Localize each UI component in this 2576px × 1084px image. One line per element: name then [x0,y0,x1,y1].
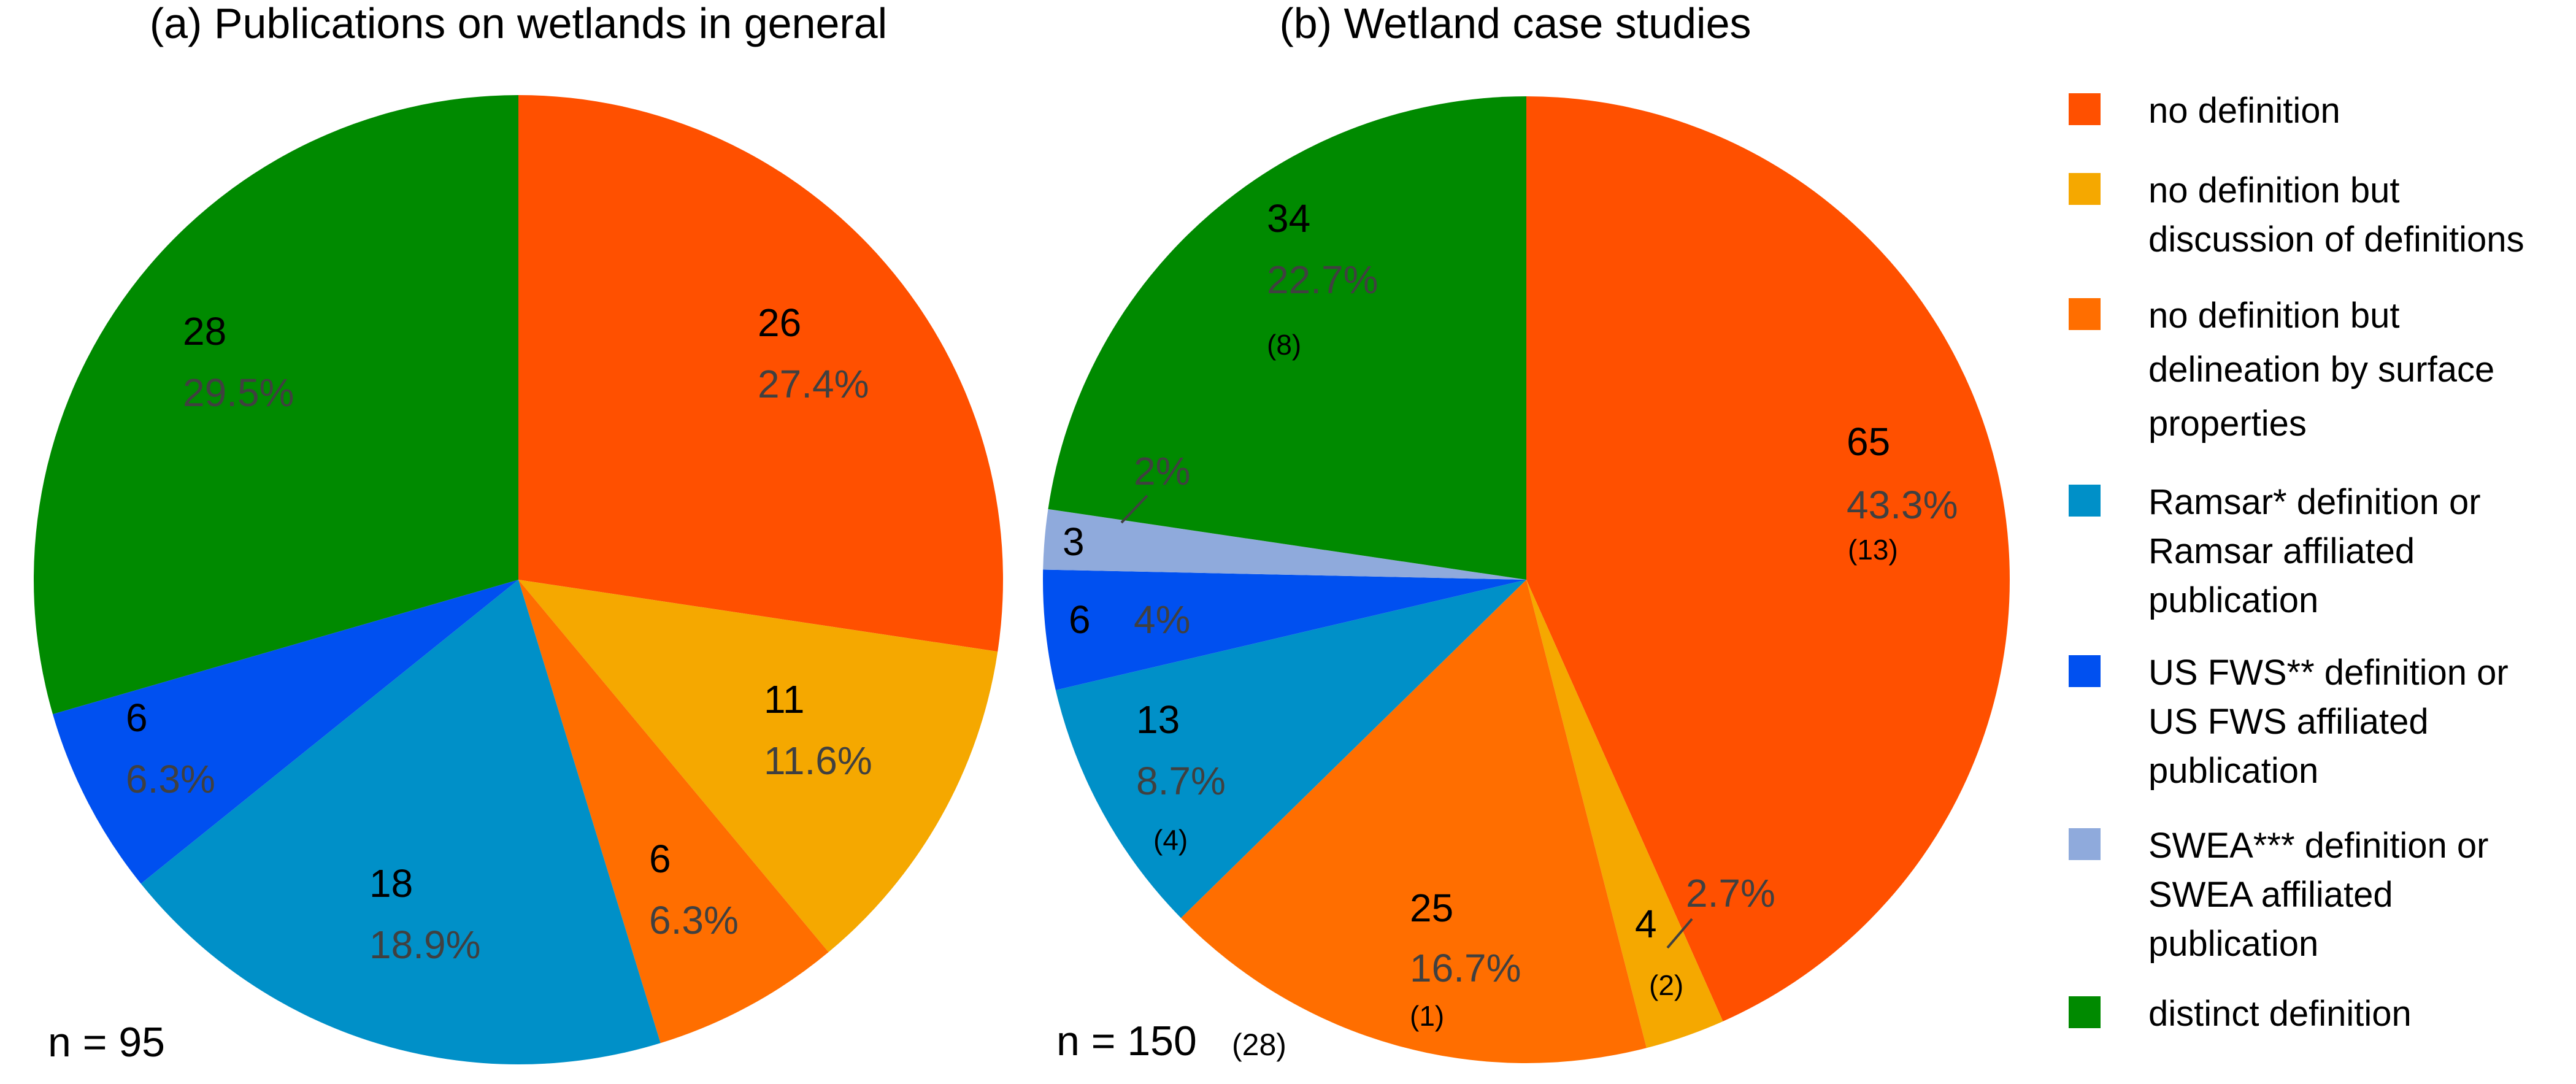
slice-b-usfws-pct: 4% [1134,598,1191,642]
legend-label-ramsar-line1: Ramsar* definition or [2148,482,2481,522]
legend-label-swea-line2: SWEA affiliated [2148,875,2393,915]
slice-b-no-definition-count: 65 [1847,420,1890,464]
legend-label-discussion-line1: no definition but [2148,171,2400,210]
slice-b-swea-pct: 2% [1134,449,1191,493]
legend-label-delineation-line2: delineation by surface [2148,350,2494,390]
slice-b-usfws-count: 6 [1069,598,1091,642]
legend-label-swea-line1: SWEA*** definition or [2148,826,2488,866]
slice-b-discussion-count: 4 [1635,902,1657,946]
legend-label-usfws-line3: publication [2148,751,2318,791]
legend-label-ramsar-line3: publication [2148,580,2318,620]
slice-a-discussion-pct: 11.6% [764,739,872,783]
legend-label-delineation-line3: properties [2148,404,2307,444]
slice-b-discussion-leader-line [1666,918,1693,949]
legend-label-distinct: distinct definition [2148,994,2412,1034]
legend-swatch-swea [2069,828,2101,860]
legend-label-usfws-line1: US FWS** definition or [2148,653,2509,693]
legend-label-discussion-line2: discussion of definitions [2148,220,2524,259]
slice-a-no-definition-count: 26 [758,301,801,345]
legend-label-ramsar-line2: Ramsar affiliated [2148,531,2415,571]
chart-b-n-sub: (28) [1232,1028,1286,1062]
slice-b-swea-leader-line [1120,494,1148,524]
slice-b-delineation-count: 25 [1410,886,1453,930]
legend-swatch-delineation [2069,298,2101,330]
slice-b-discussion-pct: 2.7% [1686,871,1775,915]
pie-a-slice-no-def-discussion [518,580,998,953]
slice-b-discussion-sub: (2) [1649,969,1683,1001]
chart-a-n-label: n = 95 [48,1019,165,1066]
slice-b-ramsar-pct: 8.7% [1136,759,1226,803]
pie-b-slice-distinct [1048,96,1526,580]
slice-a-discussion-count: 11 [764,677,804,721]
pie-chart-a [33,95,1004,1065]
slice-b-delineation-pct: 16.7% [1410,946,1521,990]
pie-b-slice-ramsar [1055,580,1526,918]
pie-b-slice-usfws [1042,569,1526,690]
slice-a-delineation-count: 6 [649,837,671,881]
legend-label-swea-line3: publication [2148,924,2318,964]
slice-a-no-definition-pct: 27.4% [758,362,869,406]
slice-b-distinct-sub: (8) [1267,329,1301,361]
legend-swatch-usfws [2069,655,2101,687]
legend-label-no-definition: no definition [2148,91,2340,131]
chart-b-title: (b) Wetland case studies [1279,0,1751,47]
legend: no definition no definition but discussi… [2069,91,2524,1034]
legend-swatch-no-definition [2069,93,2101,125]
slice-a-usfws-count: 6 [126,696,148,740]
pie-b-slice-no-definition [1526,96,2010,1021]
pie-a-slice-ramsar [140,580,661,1065]
slice-a-delineation-pct: 6.3% [649,898,739,942]
pie-chart-a-labels: 26 27.4% 11 11.6% 6 6.3% 18 18.9% 6 6.3%… [126,301,872,967]
legend-swatch-distinct [2069,996,2101,1028]
legend-label-delineation-line1: no definition but [2148,296,2400,336]
chart-a-title: (a) Publications on wetlands in general [150,0,887,47]
pie-chart-b-labels: 65 43.3% (13) 4 2.7% (2) 25 16.7% (1) 13… [1063,196,1958,1032]
slice-a-ramsar-count: 18 [369,861,413,905]
slice-b-no-definition-sub: (13) [1848,534,1898,566]
pie-a-slice-distinct [33,95,518,715]
slice-b-swea-count: 3 [1063,520,1085,564]
legend-label-usfws-line2: US FWS affiliated [2148,702,2429,742]
slice-a-usfws-pct: 6.3% [126,757,215,801]
slice-b-distinct-count: 34 [1267,196,1310,240]
slice-b-delineation-sub: (1) [1410,1000,1444,1032]
slice-b-ramsar-count: 13 [1136,698,1180,742]
pie-b-slice-no-def-discussion [1526,580,1723,1048]
pie-a-slice-usfws [53,580,518,884]
pie-a-slice-no-def-delineation [518,580,829,1044]
slice-b-no-definition-pct: 43.3% [1847,483,1958,527]
pie-b-slice-no-def-delineation [1181,580,1647,1063]
chart-b-n-label: n = 150 [1056,1018,1197,1064]
slice-b-distinct-pct: 22.7% [1267,258,1378,302]
slice-a-distinct-pct: 29.5% [183,371,294,415]
slice-b-ramsar-sub: (4) [1153,824,1188,856]
pie-a-slice-no-definition [518,95,1004,652]
legend-swatch-ramsar [2069,485,2101,517]
pie-b-slice-swea [1043,509,1526,580]
slice-a-ramsar-pct: 18.9% [369,923,480,967]
legend-swatch-discussion [2069,173,2101,205]
slice-a-distinct-count: 28 [183,309,226,353]
pie-chart-b [1042,96,2010,1063]
